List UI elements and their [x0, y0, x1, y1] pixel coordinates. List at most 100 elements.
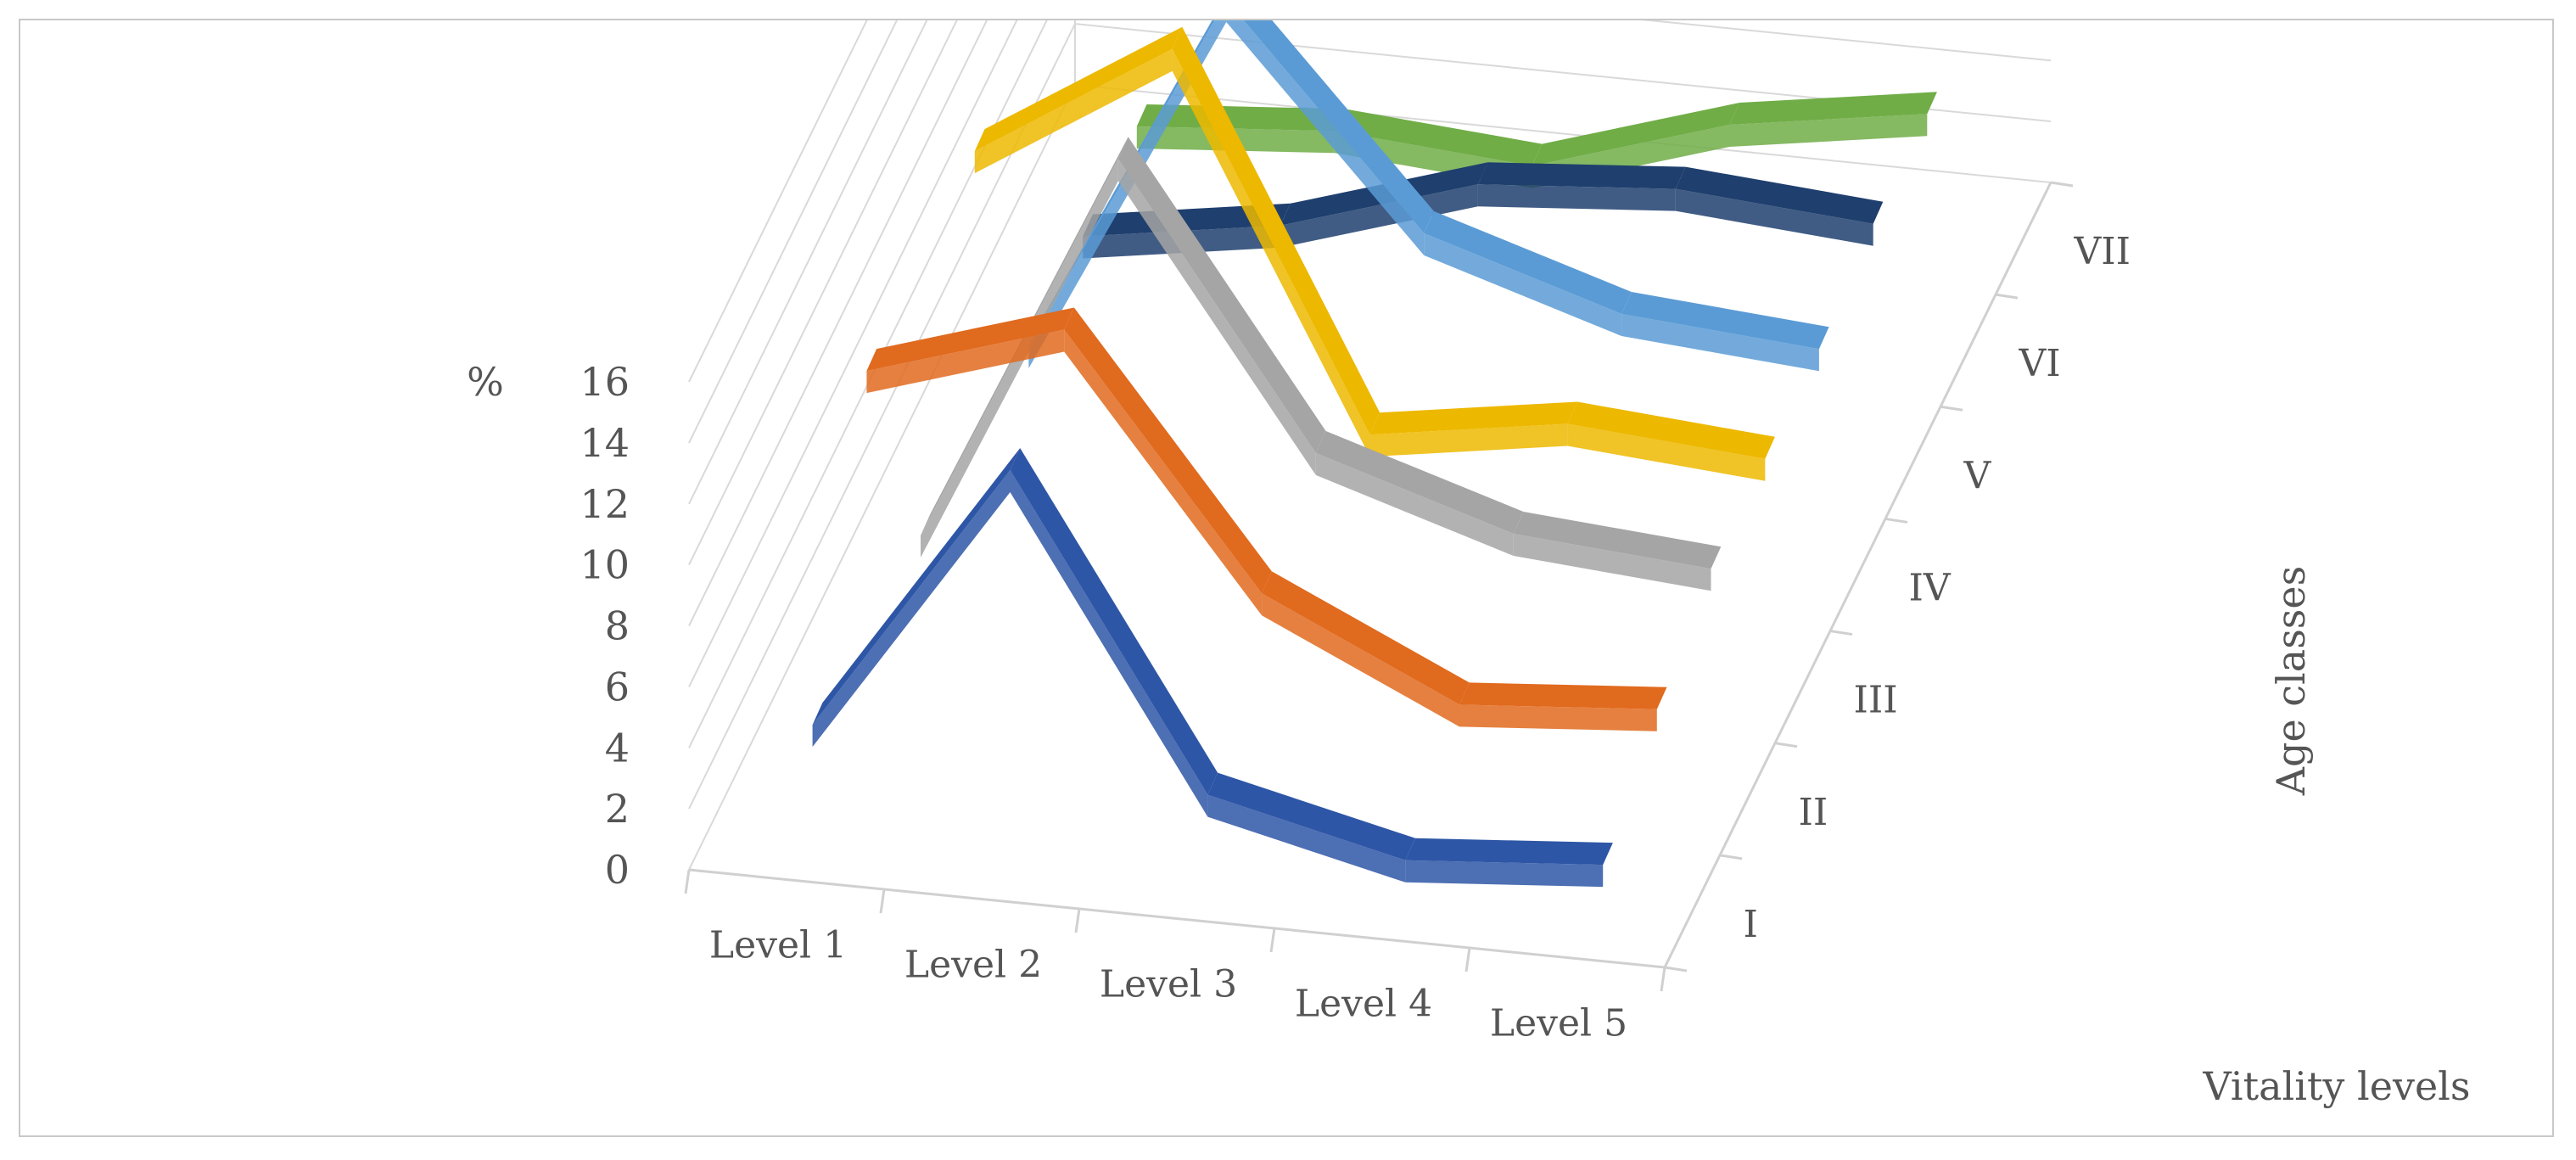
y-tick-label: 6 [605, 664, 630, 709]
series-VII-segment-2 [1334, 109, 1543, 166]
series-III-segment-4-side [1513, 534, 1711, 591]
y-tick-label: 4 [605, 725, 630, 771]
z-tick-mark [1664, 966, 1688, 972]
x-tick-label: Level 4 [1295, 983, 1432, 1026]
series-I-segment-1 [812, 448, 1021, 726]
series-I-segment-2 [1010, 448, 1218, 795]
series-III-segment-4 [1513, 512, 1722, 569]
series-V-segment-4-side [1621, 314, 1819, 372]
series-VII [1136, 92, 1937, 188]
series-IV-segment-2-side [1172, 48, 1370, 457]
series-VII-segment-3 [1532, 103, 1740, 166]
series-VII-segment-4-side [1729, 114, 1928, 147]
x-axis-title: Vitality levels [2202, 1063, 2470, 1109]
series-IV-segment-1-side [974, 48, 1173, 174]
axis-layer [684, 181, 2074, 992]
grid-layer [688, 20, 2052, 871]
x-tick-label: Level 2 [904, 944, 1042, 987]
series-V-segment-2 [1243, 20, 1434, 233]
series-V-segment-4 [1621, 292, 1829, 350]
series-VI-segment-3 [1477, 162, 1686, 189]
series-I [812, 448, 1613, 888]
series-VI-segment-1 [1083, 203, 1291, 237]
x-tick-label: Level 3 [1100, 963, 1237, 1006]
y-tick-label: 12 [580, 481, 630, 527]
series-II-segment-2 [1064, 307, 1272, 594]
z-tick-label: I [1744, 903, 1758, 946]
x-tick-label: Level 1 [709, 924, 847, 967]
gridline-4 [688, 20, 2052, 748]
gridline-12 [688, 20, 928, 505]
series-I-segment-3 [1207, 772, 1415, 860]
series-IV [974, 26, 1775, 481]
series-II-segment-3 [1262, 571, 1470, 705]
series-III-segment-3-side [1315, 452, 1514, 556]
y-tick-label: 10 [580, 542, 630, 588]
z-axis-title: Age classes [2268, 566, 2314, 796]
series-VI [1083, 162, 1884, 259]
series-II-segment-1-side [866, 329, 1065, 394]
series-II-segment-4-side [1459, 704, 1657, 731]
y-tick-label: 2 [605, 786, 630, 832]
series-V-segment-3-side [1424, 233, 1622, 336]
z-tick-label: VI [2019, 342, 2061, 385]
series-IV-segment-4-side [1567, 423, 1766, 481]
gridline-8 [688, 20, 988, 626]
chart-frame: 0 2 4 6 8 10 12 14 16% Level 1 Level 2 Level 3 Level… [19, 19, 2554, 1137]
series-VI-segment-4-side [1675, 188, 1873, 246]
gridline-16 [688, 20, 868, 383]
y-tick-label: 0 [605, 847, 630, 893]
series-IV-segment-3 [1369, 401, 1578, 435]
y-axis-label: % [467, 359, 504, 405]
series-I-segment-4-side [1405, 860, 1604, 888]
x-tick-label: Level 5 [1490, 1002, 1627, 1045]
y-tick-label: 14 [580, 420, 630, 466]
series-VI-segment-3-side [1477, 184, 1676, 211]
gridline-6 [688, 20, 1018, 687]
y-tick-label: 8 [605, 603, 630, 649]
z-tick-mark [1774, 742, 1798, 748]
z-tick-label: VII [2074, 230, 2131, 273]
gridline-14 [688, 20, 899, 444]
series-IV-segment-3-side [1369, 423, 1568, 457]
series-V-segment-2-side [1226, 20, 1425, 255]
chart-3d-line: 0 2 4 6 8 10 12 14 16% Level 1 Level 2 Level 3 Level… [467, 20, 2471, 1109]
z-axis-line [1663, 182, 2052, 968]
series-II-segment-3-side [1262, 593, 1459, 727]
series-III-segment-2 [1117, 137, 1326, 453]
gridline-10 [688, 20, 958, 566]
series-VI-segment-2-side [1280, 184, 1478, 248]
series-VI-segment-4 [1675, 166, 1884, 224]
series-II-segment-2-side [1064, 329, 1263, 616]
series-IV-segment-1 [974, 26, 1183, 152]
series-III-segment-2-side [1117, 159, 1316, 475]
z-tick-label: II [1799, 791, 1828, 834]
z-tick-label: III [1854, 679, 1898, 722]
series-I-segment-3-side [1207, 794, 1406, 883]
z-tick-label: V [1963, 454, 1992, 497]
label-layer: 0 2 4 6 8 10 12 14 16% Level 1 Level 2 Level 3 Level… [467, 230, 2470, 1109]
series-VII-segment-4 [1729, 92, 1937, 125]
series-II-segment-4 [1459, 682, 1667, 709]
series-II-segment-1 [866, 307, 1074, 372]
x-tick-mark [1074, 908, 1081, 933]
series-I-segment-2-side [1010, 470, 1208, 817]
x-tick-mark [684, 869, 691, 894]
z-tick-mark [1719, 854, 1743, 860]
series-layer [812, 20, 1937, 888]
x-tick-mark [1464, 947, 1471, 972]
series-III-segment-3 [1315, 430, 1524, 534]
x-axis-line [688, 868, 1666, 969]
x-tick-mark [1660, 967, 1666, 992]
z-tick-mark [1995, 293, 2019, 300]
series-I-segment-4 [1405, 838, 1613, 866]
z-tick-mark [2050, 181, 2074, 188]
z-tick-mark [1829, 630, 1853, 636]
series-V-segment-3 [1424, 210, 1632, 314]
series-I-segment-1-side [812, 470, 1011, 748]
x-tick-mark [879, 888, 886, 914]
series-II [866, 307, 1667, 731]
z-tick-label: IV [1909, 567, 1952, 610]
series-IV-segment-4 [1567, 401, 1775, 459]
z-tick-mark [1884, 517, 1908, 524]
